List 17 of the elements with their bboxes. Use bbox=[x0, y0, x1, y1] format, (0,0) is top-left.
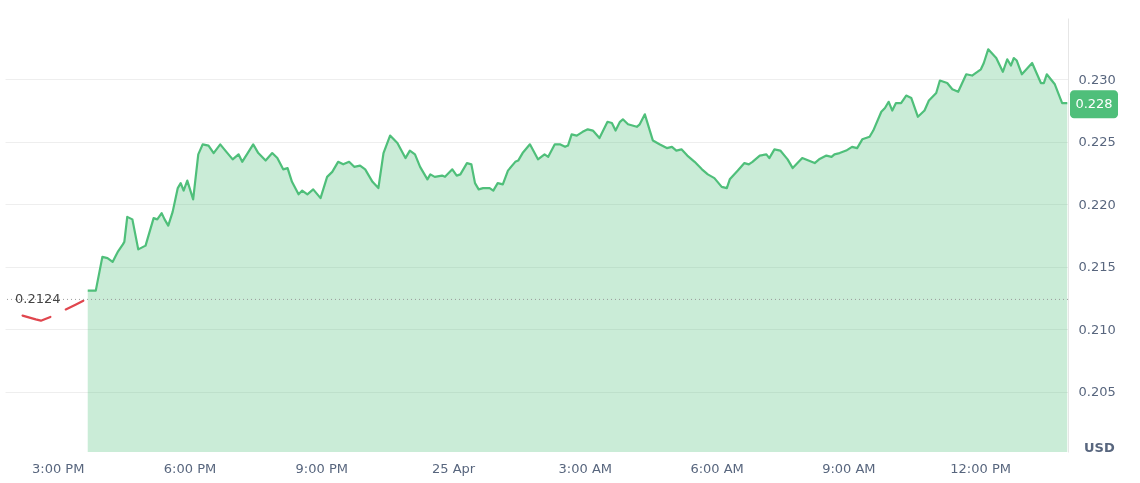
x-tick-label: 3:00 PM bbox=[32, 460, 85, 476]
x-tick-label: 9:00 PM bbox=[295, 460, 348, 476]
y-tick-label: 0.210 bbox=[1078, 321, 1116, 337]
x-tick-label: 9:00 AM bbox=[822, 460, 876, 476]
x-tick-label: 6:00 AM bbox=[690, 460, 744, 476]
x-tick-label: 25 Apr bbox=[431, 460, 476, 476]
y-axis-title: USD bbox=[1084, 440, 1115, 455]
y-tick-label: 0.220 bbox=[1078, 196, 1116, 212]
ref-line-label: 0.2124 bbox=[15, 291, 61, 307]
x-tick-label: 6:00 PM bbox=[163, 460, 217, 476]
annotation: 0.228 bbox=[1075, 96, 1113, 112]
y-tick-label: 0.225 bbox=[1078, 134, 1116, 150]
x-tick-label: 3:00 AM bbox=[558, 460, 613, 476]
y-tick-label: 0.205 bbox=[1078, 384, 1116, 400]
x-tick-label: 12:00 PM bbox=[950, 460, 1011, 476]
y-tick-label: 0.230 bbox=[1078, 71, 1116, 87]
y-tick-label: 0.215 bbox=[1078, 259, 1116, 275]
